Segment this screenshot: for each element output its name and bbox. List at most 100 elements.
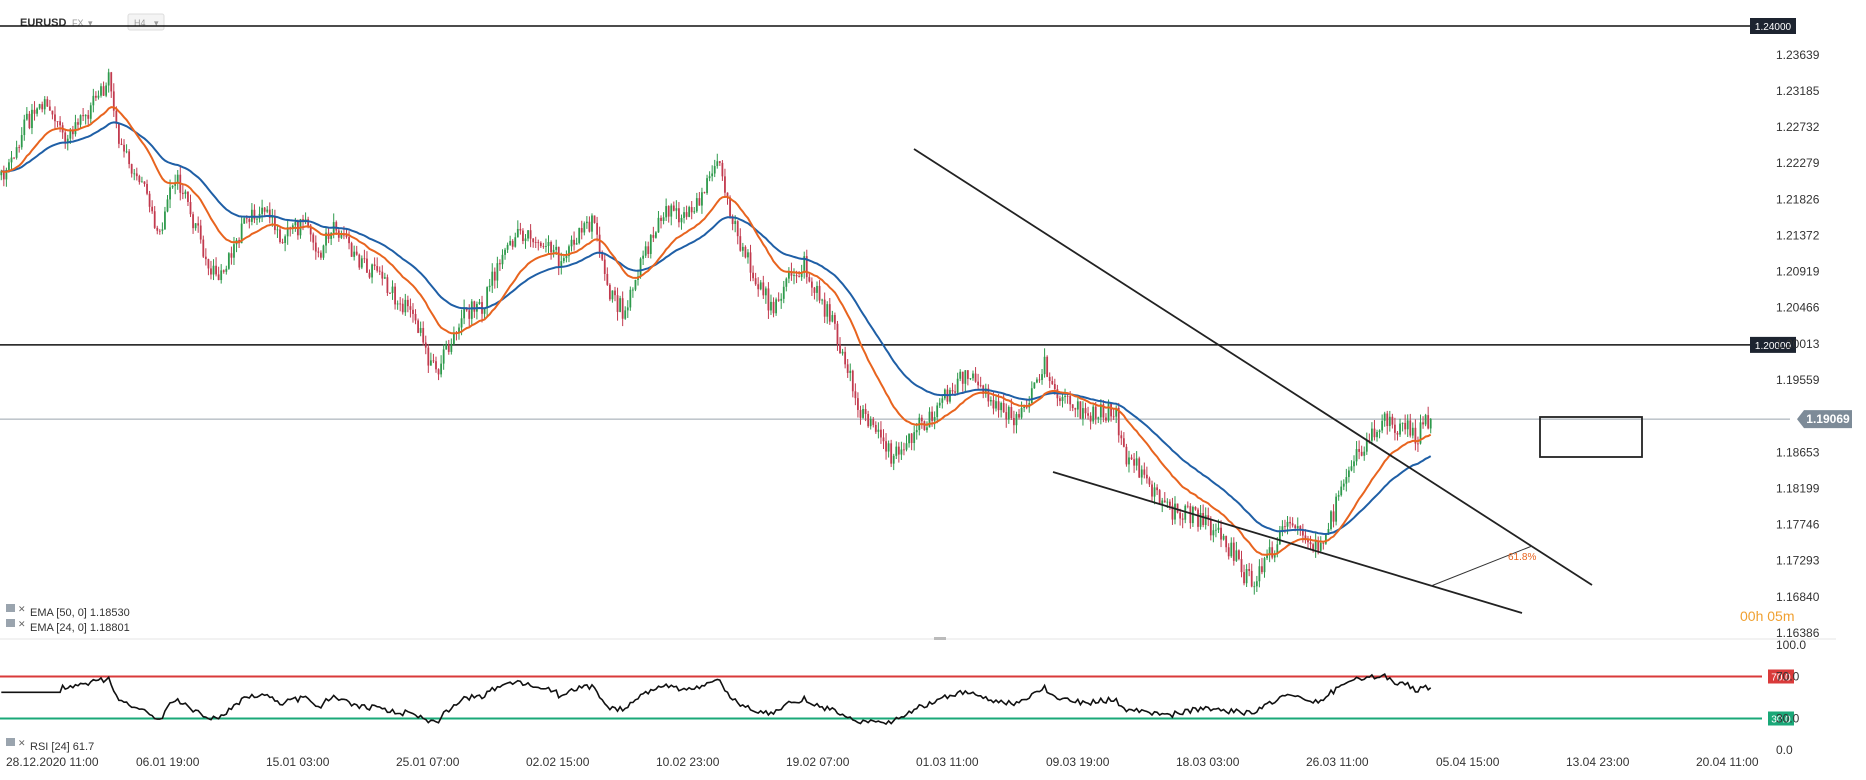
- candle: [588, 216, 591, 233]
- rsi-settings-icon[interactable]: [6, 738, 15, 746]
- candle: [46, 96, 49, 107]
- candle: [683, 206, 685, 224]
- candle: [547, 235, 550, 255]
- candle: [199, 219, 202, 244]
- candle: [158, 228, 161, 235]
- candle: [608, 283, 611, 302]
- candle: [550, 240, 552, 260]
- candle: [516, 220, 519, 238]
- wedge-lower-trendline[interactable]: [1052, 471, 1523, 614]
- candle: [1158, 488, 1161, 505]
- candle: [36, 107, 38, 117]
- candle: [1406, 414, 1409, 438]
- ema24-settings-icon[interactable]: [6, 619, 15, 627]
- candle: [120, 138, 123, 146]
- candle: [146, 179, 148, 196]
- candle: [573, 231, 575, 251]
- time-tick-label: 01.03 11:00: [916, 755, 979, 769]
- candle: [501, 249, 504, 269]
- candle: [10, 150, 13, 169]
- candle: [1401, 422, 1404, 432]
- candle: [366, 251, 368, 273]
- candle: [447, 339, 450, 355]
- candle: [493, 267, 496, 289]
- price-tick-label: 1.17746: [1776, 518, 1820, 532]
- candle: [1128, 450, 1130, 473]
- candle: [603, 254, 606, 281]
- candle: [575, 237, 578, 245]
- candle: [1153, 482, 1156, 505]
- candle-timer: 00h 05m: [1740, 608, 1794, 624]
- consolidation-box[interactable]: [1539, 416, 1643, 458]
- candle: [1125, 443, 1128, 467]
- market-label: FX: [72, 18, 84, 28]
- candle: [903, 442, 905, 456]
- rsi-remove-icon[interactable]: ✕: [18, 738, 26, 748]
- candle: [685, 205, 688, 220]
- candle: [28, 111, 31, 130]
- candle: [1197, 507, 1199, 532]
- key-level-lines: 1.24000 1.20000 1.19069: [0, 18, 1852, 429]
- candle: [1371, 422, 1373, 445]
- rsi-level-label: 30.0: [1771, 715, 1791, 726]
- candle: [560, 252, 563, 275]
- rsi-level-lines: 70.0 30.0: [0, 669, 1794, 726]
- candle: [793, 268, 795, 285]
- candle: [371, 263, 373, 284]
- candle: [780, 293, 783, 309]
- market-dropdown-icon[interactable]: ▾: [88, 18, 93, 28]
- candle: [805, 249, 808, 284]
- candle: [1409, 413, 1412, 438]
- candle: [821, 298, 824, 305]
- candle: [1271, 541, 1274, 560]
- candle: [1278, 525, 1281, 545]
- candle: [1286, 515, 1289, 535]
- candle: [864, 403, 867, 422]
- candle: [606, 267, 609, 286]
- ema50-settings-icon[interactable]: [6, 604, 15, 612]
- candle: [13, 157, 15, 160]
- time-tick-label: 20.04 11:00: [1696, 755, 1759, 769]
- symbol-label[interactable]: EURUSD: [20, 17, 67, 29]
- ema24-remove-icon[interactable]: ✕: [18, 619, 26, 629]
- rsi-tick-label: 70.0: [1776, 670, 1800, 684]
- candle: [1363, 446, 1366, 461]
- candle: [660, 215, 662, 229]
- fib-retracement-line[interactable]: [1430, 545, 1533, 587]
- time-tick-label: 06.01 19:00: [136, 755, 200, 769]
- time-tick-label: 13.04 23:00: [1566, 755, 1630, 769]
- candle: [1076, 395, 1079, 418]
- candle: [130, 163, 133, 178]
- candle: [557, 246, 560, 276]
- candle: [570, 235, 573, 252]
- candle: [534, 236, 537, 249]
- candle: [972, 370, 974, 381]
- candle: [941, 395, 944, 409]
- candle: [1365, 432, 1368, 455]
- candle: [286, 219, 289, 245]
- candle: [74, 114, 77, 137]
- pane-resize-handle[interactable]: [934, 637, 946, 640]
- candle: [1296, 517, 1299, 535]
- candle: [816, 281, 818, 302]
- candle: [1171, 497, 1174, 525]
- ema50-line: [1, 121, 1432, 536]
- candle: [18, 144, 21, 153]
- candle: [1084, 402, 1087, 419]
- ema50-remove-icon[interactable]: ✕: [18, 604, 26, 614]
- candle: [1112, 408, 1115, 421]
- candle: [143, 181, 146, 187]
- rsi-level-badge: [1768, 711, 1794, 726]
- candle: [427, 344, 430, 373]
- candle: [56, 121, 59, 128]
- candle: [1122, 432, 1125, 448]
- candle: [690, 201, 693, 220]
- wedge-upper-trendline[interactable]: [913, 148, 1593, 586]
- candle: [1130, 454, 1133, 460]
- candle: [649, 234, 652, 259]
- candle: [87, 110, 90, 127]
- candle: [84, 114, 87, 125]
- ema50-legend: EMA [50, 0] 1.18530: [30, 607, 130, 619]
- candle: [383, 272, 386, 279]
- candle: [217, 266, 220, 281]
